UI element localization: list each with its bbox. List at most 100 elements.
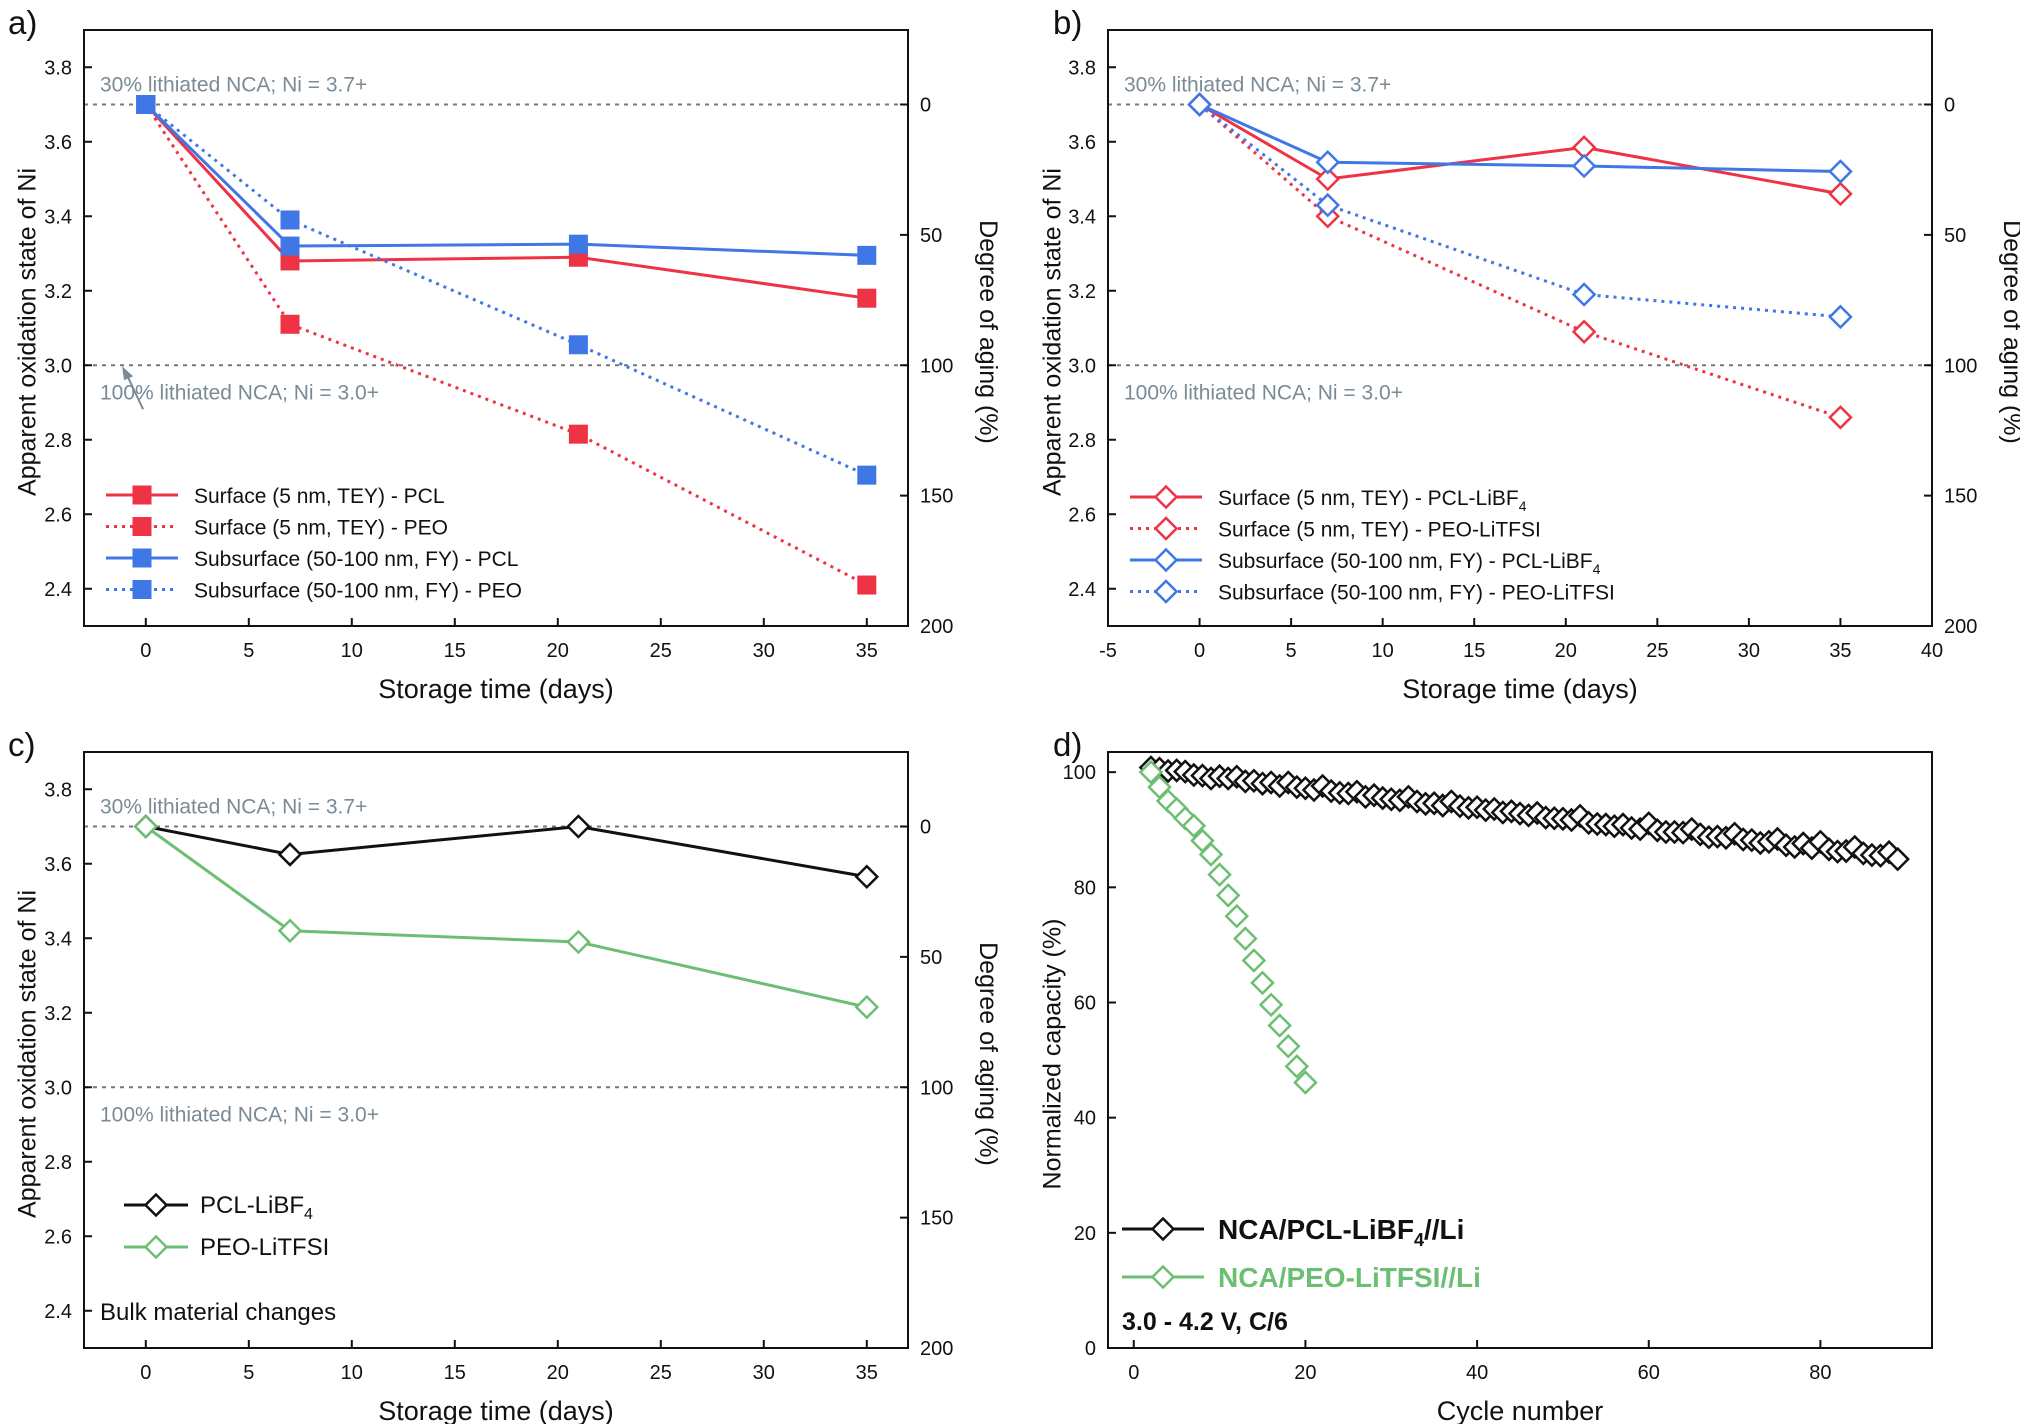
data-point [1293,1070,1318,1095]
y-tick-label: 2.4 [44,579,72,601]
data-point [1571,319,1597,344]
x-tick-label: 10 [1372,640,1394,662]
data-point [1224,903,1250,929]
legend-marker [143,1192,169,1218]
reference-label: 100% lithiated NCA; Ni = 3.0+ [100,1103,379,1126]
data-point [1315,166,1340,192]
panel-label: b) [1053,4,1082,41]
data-point [1187,92,1212,117]
legend-marker [132,548,152,568]
x-tick-label: 0 [140,640,151,662]
data-point [857,465,877,485]
x-tick-label: 20 [547,640,569,662]
y-tick-label: 3.6 [44,132,72,154]
y-tick-label: 2.8 [1068,430,1096,452]
series-line [1198,103,1841,319]
data-point [277,918,303,944]
x-tick-label: 5 [243,1362,254,1384]
axes-frame [1107,29,1933,627]
data-point [1828,181,1853,207]
right-tick-label: 50 [1944,225,1966,247]
data-point [1885,846,1910,872]
x-tick-label: 30 [1738,640,1760,662]
legend-subscript: 4 [304,1206,313,1223]
y-tick-label: 40 [1074,1108,1096,1130]
series-3 [1187,92,1853,330]
right-tick-label: 150 [920,486,953,508]
x-tick-label: 60 [1638,1362,1660,1384]
y-axis-label: Apparent oxidation state of Ni [14,168,42,496]
right-tick-label: 150 [1944,486,1977,508]
x-tick-label: -5 [1099,640,1117,662]
right-tick-label: 100 [920,355,953,377]
legend-label: PCL-LiBF4 [200,1192,313,1223]
legend-marker [1153,579,1179,604]
data-point [1207,862,1232,887]
legend-marker [132,517,152,536]
x-tick-label: 5 [1286,640,1297,662]
y-tick-label: 3.8 [1068,57,1096,79]
axes-frame [83,29,909,627]
legend-label: Subsurface (50-100 nm, FY) - PEO-LiTFSI [1218,582,1615,605]
series-line [1198,103,1841,419]
data-point [1315,149,1340,175]
data-point [1181,813,1207,838]
axes-frame [83,751,909,1349]
data-point [1571,153,1597,179]
data-point [1275,1033,1301,1059]
legend-label: PEO-LiTFSI [200,1234,329,1261]
panel-a: a) 30% lithiated NCA; Ni = 3.7+ 100% lithi… [8,4,1002,704]
series-line [145,824,868,879]
y-tick-label: 2.6 [44,504,72,526]
data-point [1828,159,1853,184]
right-axis-label: Degree of aging (%) [1998,220,2020,444]
y-tick-label: 3.2 [1068,281,1096,303]
data-point [568,335,588,355]
data-point [566,929,591,955]
right-tick-label: 0 [920,817,931,839]
reference-label: 100% lithiated NCA; Ni = 3.0+ [100,381,379,404]
annotation-text: 3.0 - 4.2 V, C/6 [1122,1308,1288,1336]
legend: Surface (5 nm, TEY) - PCL Surface (5 nm, … [106,485,522,603]
series-line [144,825,868,1009]
y-axis-label: Normalized capacity (%) [1039,919,1067,1190]
x-tick-label: 25 [1646,640,1668,662]
series-3 [136,95,877,485]
y-tick-label: 0 [1085,1338,1096,1360]
axes-frame [1107,751,1933,1349]
x-axis-label: Storage time (days) [378,674,614,704]
series-1 [1138,759,1318,1095]
legend-marker [1153,547,1179,573]
y-tick-label: 3.6 [1068,132,1096,154]
panel-label: c) [8,726,36,763]
series-2 [1187,92,1853,184]
data-point [136,95,156,114]
x-axis-label: Cycle number [1437,1396,1604,1424]
right-tick-label: 0 [1944,95,1955,117]
legend-label: Subsurface (50-100 nm, FY) - PEO [194,580,522,603]
x-tick-label: 20 [547,1362,569,1384]
legend-marker [1150,1264,1176,1290]
legend: PCL-LiBF4 PEO-LiTFSI [124,1192,329,1261]
legend-suffix: //Li [1424,1214,1464,1245]
legend-label: Surface (5 nm, TEY) - PCL-LiBF4 [1218,487,1527,514]
right-tick-label: 100 [1944,355,1977,377]
right-tick-label: 150 [920,1208,953,1230]
series-0 [1138,755,1910,872]
x-tick-label: 40 [1466,1362,1488,1384]
data-point [857,575,877,595]
data-point [1267,1013,1292,1038]
legend-label: Surface (5 nm, TEY) - PEO [194,517,448,540]
y-tick-label: 3.2 [44,281,72,303]
right-tick-label: 200 [920,1338,953,1360]
data-point [1233,926,1258,951]
x-tick-label: 35 [1829,640,1851,662]
legend-subscript: 4 [1593,561,1601,577]
series-line [144,103,868,477]
y-tick-label: 100 [1063,762,1096,784]
x-tick-label: 35 [856,640,878,662]
series-line [144,103,868,300]
data-point [133,814,159,839]
legend-label: NCA/PCL-LiBF4//Li [1218,1214,1464,1250]
